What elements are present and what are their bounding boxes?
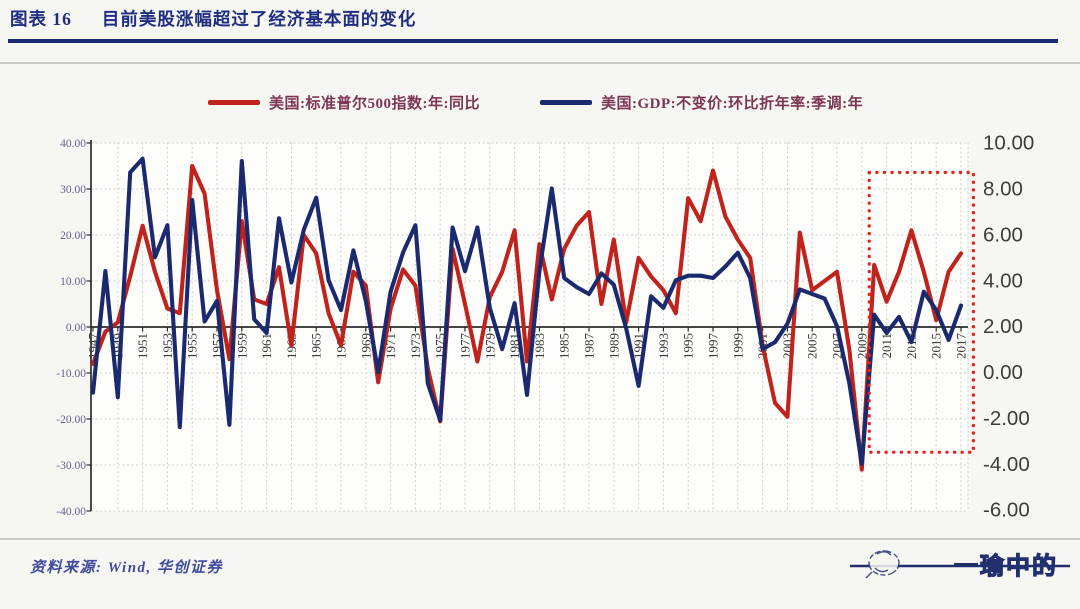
x-axis-label: 1979 [482, 333, 497, 359]
x-axis-label: 1999 [730, 333, 745, 359]
legend-item-gdp: 美国:GDP:不变价:环比折年率:季调:年 [540, 92, 863, 113]
left-axis-label: -10.00 [56, 368, 86, 380]
left-axis-label: -30.00 [56, 460, 86, 472]
x-axis-label: 2017 [954, 333, 969, 360]
x-axis-label: 1973 [408, 333, 423, 359]
left-axis-label: -40.00 [56, 506, 86, 518]
left-axis-label: 30.00 [60, 184, 86, 196]
source-note: 资料来源: Wind, 华创证券 [30, 560, 224, 576]
x-axis-label: 1983 [532, 333, 547, 359]
x-axis-label: 1987 [582, 333, 597, 360]
x-axis-label: 1989 [606, 333, 621, 359]
x-axis-label: 2009 [854, 333, 869, 359]
right-axis-label: 0.00 [983, 361, 1023, 384]
left-axis-label: 0.00 [66, 322, 86, 334]
gdp-line [90, 156, 964, 466]
legend-label-sp500: 美国:标准普尔500指数:年:同比 [269, 96, 480, 112]
right-axis-label: -6.00 [983, 499, 1030, 522]
left-axis-label: -20.00 [56, 414, 86, 426]
magnifier-sketch-icon [865, 550, 900, 579]
card-top-border [0, 62, 1080, 64]
right-axis-label: -2.00 [983, 407, 1030, 430]
x-axis-label: 1959 [234, 333, 249, 359]
x-axis-label: 1997 [706, 333, 721, 360]
left-axis-label: 20.00 [60, 230, 86, 242]
x-axis-label: 1953 [160, 333, 175, 359]
legend-label-gdp: 美国:GDP:不变价:环比折年率:季调:年 [601, 96, 864, 112]
x-axis-label: 2005 [805, 333, 820, 359]
right-axis-label: 10.00 [983, 132, 1034, 155]
left-axis-label: 10.00 [60, 276, 86, 288]
x-axis-label: 1995 [681, 333, 696, 359]
title-divider [8, 39, 1058, 43]
x-axis-label: 1961 [259, 333, 274, 359]
left-axis-label: 40.00 [60, 138, 86, 150]
x-axis-label: 1993 [656, 333, 671, 359]
right-axis-label: -4.00 [983, 453, 1030, 476]
x-axis-label: 1951 [135, 333, 150, 359]
right-axis-label: 4.00 [983, 269, 1023, 292]
x-axis-label: 2015 [929, 333, 944, 359]
sp500-line-swatch [208, 100, 260, 105]
x-axis-label: 1969 [358, 333, 373, 359]
right-axis-label: 6.00 [983, 223, 1023, 246]
x-axis-label: 2013 [904, 333, 919, 359]
brand-text: 一瑜中的 [954, 552, 1058, 580]
page-title: 图表 16 目前美股涨幅超过了经济基本面的变化 [10, 6, 416, 31]
x-axis-label: 1965 [309, 333, 324, 359]
brand-logo: 一瑜中的 [850, 550, 1070, 581]
x-axis-label: 1955 [185, 333, 200, 359]
title-prefix: 图表 16 [10, 9, 72, 29]
legend-item-sp500: 美国:标准普尔500指数:年:同比 [208, 92, 480, 113]
x-axis-label: 2011 [879, 333, 894, 359]
gdp-line-swatch [540, 100, 592, 105]
right-axis-label: 2.00 [983, 315, 1023, 338]
x-axis-label: 1977 [458, 333, 473, 360]
right-axis-label: 8.00 [983, 178, 1023, 201]
highlight-dotted-box [867, 170, 976, 454]
title-text: 目前美股涨幅超过了经济基本面的变化 [101, 9, 417, 29]
x-axis-label: 1985 [557, 333, 572, 359]
card-bottom-border [0, 538, 1080, 540]
